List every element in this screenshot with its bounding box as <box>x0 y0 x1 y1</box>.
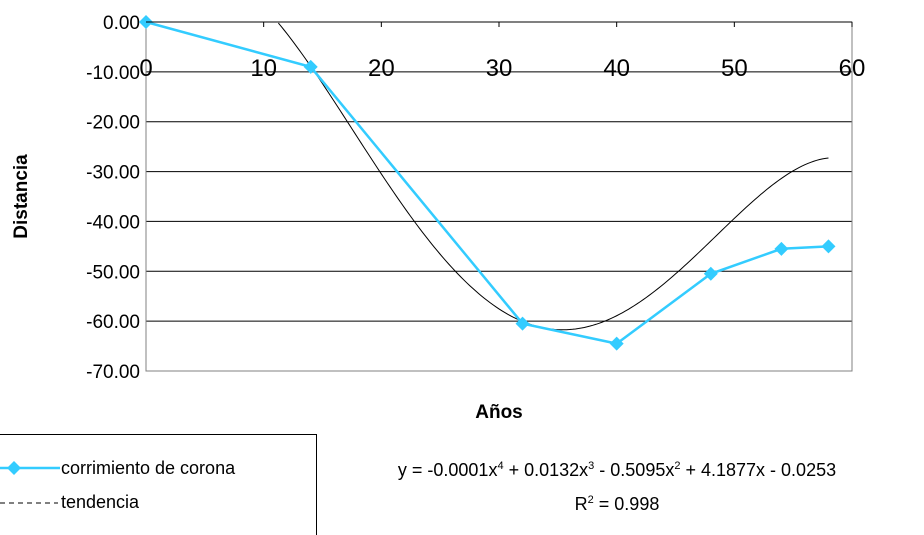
x-axis-title: Años <box>475 402 523 423</box>
eq-c0: 0.0253 <box>781 460 837 480</box>
data-point-marker <box>609 336 624 351</box>
diamond-marker-icon <box>7 461 21 475</box>
x-tick-labels: 0 10 20 30 40 50 60 <box>139 22 865 82</box>
data-point-marker <box>703 266 718 281</box>
x-tick-label: 50 <box>721 55 748 82</box>
x-tick-label: 10 <box>250 55 277 82</box>
eq-c1: 4.1877 <box>700 460 757 480</box>
r-squared: R2 = 0.998 <box>574 494 660 514</box>
legend-series-label: corrimiento de corona <box>61 458 236 478</box>
y-tick-label: -60.00 <box>86 312 140 333</box>
y-tick-label: -20.00 <box>86 113 140 134</box>
y-axis-title: Distancia <box>11 154 32 239</box>
data-point-marker <box>303 59 318 74</box>
y-tick-label: -40.00 <box>86 212 140 233</box>
eq-c2: 0.5095 <box>610 460 666 480</box>
y-tick-label: -30.00 <box>86 163 140 184</box>
y-tick-label: -10.00 <box>86 63 140 84</box>
gridlines <box>146 21 852 372</box>
x-tick-label: 20 <box>368 55 395 82</box>
y-tick-labels: 0.00 -10.00 -20.00 -30.00 -40.00 -50.00 -60.00… <box>86 13 140 383</box>
r2-value: 0.998 <box>614 494 660 514</box>
legend: corrimiento de corona tendencia <box>0 434 317 535</box>
data-point-marker <box>515 316 530 331</box>
legend-trend-label: tendencia <box>61 492 140 512</box>
series-markers <box>139 15 836 351</box>
x-tick-label: 40 <box>603 55 630 82</box>
y-tick-label: -50.00 <box>86 262 140 283</box>
y-tick-label: -70.00 <box>86 362 140 383</box>
y-tick-label: 0.00 <box>103 13 140 34</box>
x-tick-label: 30 <box>486 55 513 82</box>
eq-c3: 0.0132 <box>524 460 580 480</box>
legend-item-trendline: tendencia <box>0 487 316 517</box>
legend-item-series: corrimiento de corona <box>0 453 316 483</box>
legend-series-swatch <box>0 461 60 475</box>
x-tick-label: 0 <box>139 55 152 82</box>
trendline-equation: y = -0.0001x4 + 0.0132x3 - 0.5095x2 + 4.… <box>312 451 922 519</box>
equation-line: y = -0.0001x4 + 0.0132x3 - 0.5095x2 + 4.… <box>397 460 837 480</box>
data-point-marker <box>821 239 836 254</box>
data-point-marker <box>774 241 789 256</box>
eq-c4: 0.0001 <box>433 460 489 480</box>
legend-trend-swatch <box>0 502 58 504</box>
x-tick-label: 60 <box>839 55 866 82</box>
